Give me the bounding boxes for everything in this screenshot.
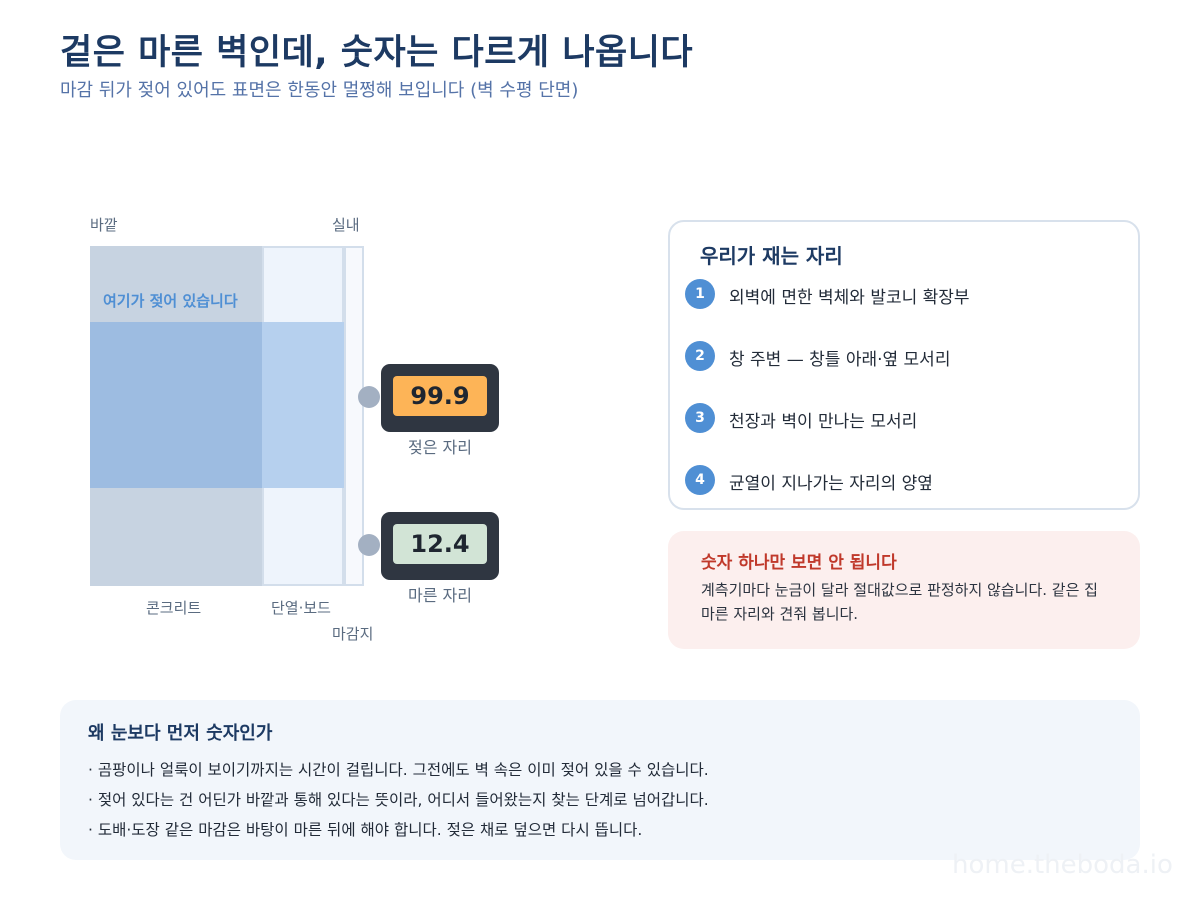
wet-zone-concrete [90, 322, 262, 488]
measure-point-1: 외벽에 면한 벽체와 발코니 확장부 [729, 288, 970, 308]
reason-bullet-1: · 곰팡이나 얼룩이 보이기까지는 시간이 걸립니다. 그전에도 벽 속은 이미… [88, 761, 709, 779]
page-subtitle: 마감 뒤가 젖어 있어도 표면은 한동안 멀쩡해 보입니다 (벽 수평 단면) [60, 80, 579, 101]
page-title: 겉은 마른 벽인데, 숫자는 다르게 나옵니다 [60, 33, 694, 73]
insulation-label: 단열·보드 [271, 599, 331, 617]
measure-points-title: 우리가 재는 자리 [700, 244, 843, 268]
warning-title: 숫자 하나만 보면 안 됩니다 [701, 553, 897, 573]
measure-points-card [668, 220, 1140, 510]
concrete-label: 콘크리트 [146, 599, 202, 617]
warning-card [668, 531, 1140, 649]
reason-panel [60, 700, 1140, 860]
wet-zone-insulation [262, 322, 344, 488]
reason-title: 왜 눈보다 먼저 숫자인가 [88, 723, 273, 744]
item-number-4: 4 [685, 465, 715, 495]
wet-zone-label: 여기가 젖어 있습니다 [103, 292, 238, 310]
item-number-3: 3 [685, 403, 715, 433]
reason-bullet-2: · 젖어 있다는 건 어딘가 바깥과 통해 있다는 뜻이라, 어디서 들어왔는지… [88, 791, 709, 809]
wet-meter-caption: 젖은 자리 [408, 438, 472, 457]
inside-label: 실내 [332, 216, 360, 234]
reason-bullet-3: · 도배·도장 같은 마감은 바탕이 마른 뒤에 해야 합니다. 젖은 채로 덮… [88, 821, 643, 839]
outside-label: 바깥 [90, 216, 118, 234]
dry-probe-contact [358, 534, 380, 556]
warning-body: 계측기마다 눈금이 달라 절대값으로 판정하지 않습니다. 같은 집 마른 자리… [701, 581, 1098, 623]
measure-point-4: 균열이 지나가는 자리의 양옆 [729, 474, 933, 494]
measure-point-2: 창 주변 — 창틀 아래·옆 모서리 [729, 350, 951, 370]
finish-layer [344, 246, 364, 586]
dry-meter-reading: 12.4 [393, 524, 487, 564]
dry-moisture-meter: 12.4 [381, 512, 499, 580]
wet-moisture-meter: 99.9 [381, 364, 499, 432]
wet-probe-contact [358, 386, 380, 408]
wet-meter-reading: 99.9 [393, 376, 487, 416]
item-number-1: 1 [685, 279, 715, 309]
item-number-2: 2 [685, 341, 715, 371]
dry-meter-caption: 마른 자리 [408, 586, 472, 605]
measure-point-3: 천장과 벽이 만나는 모서리 [729, 412, 918, 432]
site-watermark: home.theboda.io [952, 850, 1173, 880]
finish-label: 마감지 [332, 625, 374, 643]
